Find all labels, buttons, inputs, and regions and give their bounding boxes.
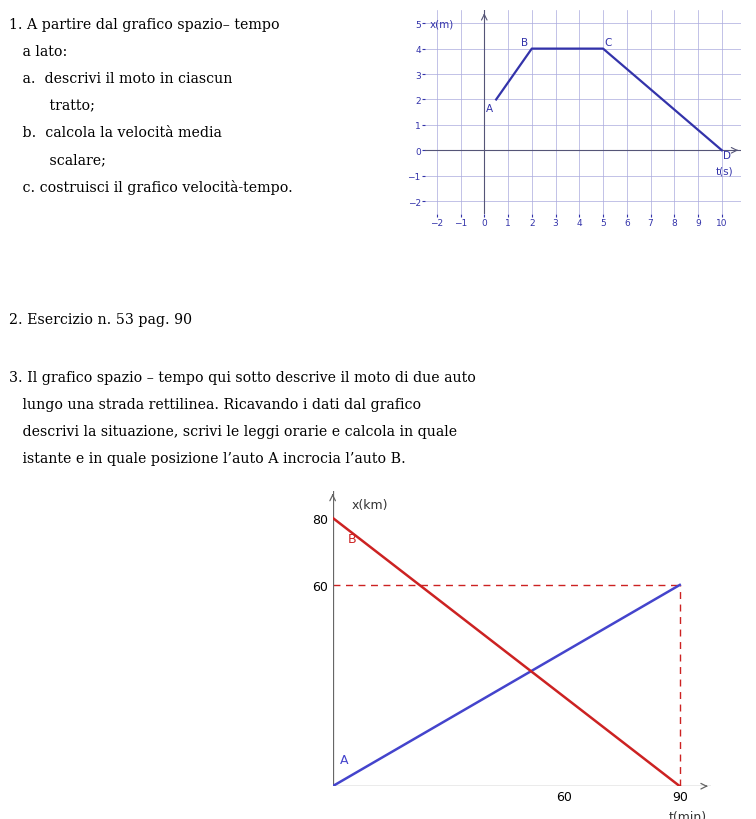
Text: 1. A partire dal grafico spazio– tempo: 1. A partire dal grafico spazio– tempo [9, 18, 280, 32]
Text: A: A [485, 104, 493, 114]
Text: c. costruisci il grafico velocità-tempo.: c. costruisci il grafico velocità-tempo. [9, 180, 293, 195]
Text: tratto;: tratto; [9, 99, 95, 113]
Text: A: A [340, 753, 349, 766]
Text: b.  calcola la velocità media: b. calcola la velocità media [9, 126, 222, 140]
Text: t(s): t(s) [716, 166, 734, 176]
Text: B: B [348, 532, 357, 545]
Text: x(m): x(m) [429, 19, 454, 29]
Text: D: D [723, 152, 730, 161]
Text: 3. Il grafico spazio – tempo qui sotto descrive il moto di due auto: 3. Il grafico spazio – tempo qui sotto d… [9, 370, 476, 384]
Text: scalare;: scalare; [9, 153, 106, 167]
Text: lungo una strada rettilinea. Ricavando i dati dal grafico: lungo una strada rettilinea. Ricavando i… [9, 397, 421, 411]
Text: B: B [521, 38, 528, 48]
Text: a lato:: a lato: [9, 45, 67, 59]
Text: t(min): t(min) [668, 810, 707, 819]
Text: 2. Esercizio n. 53 pag. 90: 2. Esercizio n. 53 pag. 90 [9, 313, 192, 327]
Text: x(km): x(km) [352, 498, 389, 511]
Text: C: C [604, 38, 612, 48]
Text: a.  descrivi il moto in ciascun: a. descrivi il moto in ciascun [9, 72, 232, 86]
Text: istante e in quale posizione l’auto A incrocia l’auto B.: istante e in quale posizione l’auto A in… [9, 451, 406, 465]
Text: descrivi la situazione, scrivi le leggi orarie e calcola in quale: descrivi la situazione, scrivi le leggi … [9, 424, 457, 438]
